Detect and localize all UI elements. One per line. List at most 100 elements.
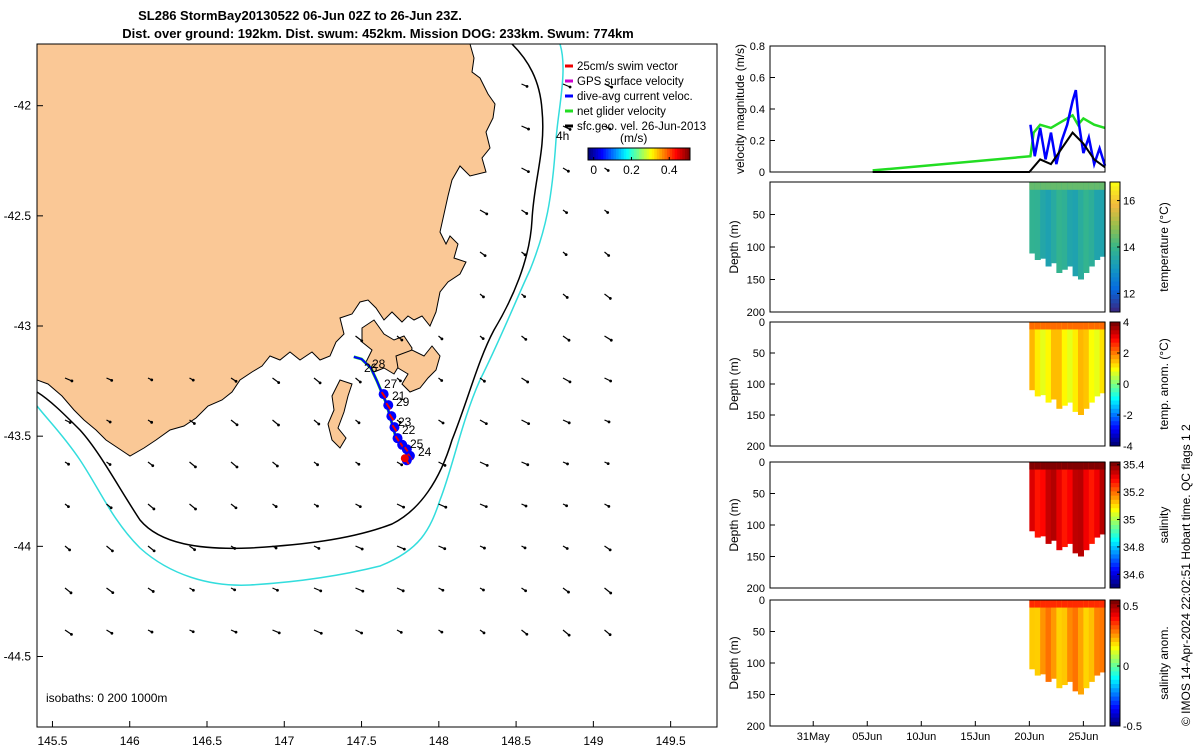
geo-velocity-arrowhead: [150, 630, 154, 634]
geo-velocity-arrowhead: [482, 295, 485, 299]
geo-velocity-arrowhead: [69, 591, 73, 595]
panel-colorbar-label: salinity: [1157, 507, 1171, 544]
panel-colorbar-cell: [1110, 322, 1120, 327]
speed-colorbar-cell: [605, 148, 609, 160]
geo-velocity-arrowhead: [440, 379, 444, 382]
figure-title-line1: SL286 StormBay20130522 06-Jun 02Z to 26-…: [138, 8, 462, 23]
profile-cell: [1099, 322, 1106, 394]
panel-colorbar-cell: [1110, 495, 1120, 501]
profile-cell: [1067, 322, 1074, 403]
panel-colorbar-tick-label: 35.2: [1123, 487, 1144, 499]
isobaths-label: isobaths: 0 200 1000m: [46, 691, 167, 705]
map-y-tick-label: -44: [14, 539, 32, 553]
geo-velocity-arrowhead: [234, 506, 238, 510]
geo-velocity-arrowhead: [440, 630, 444, 634]
panel-colorbar-cell: [1110, 384, 1120, 389]
speed-colorbar-tick-label: 0.4: [661, 163, 678, 177]
panel-colorbar-cell: [1110, 717, 1120, 723]
panel-colorbar-cell: [1110, 608, 1120, 614]
panel-colorbar-cell: [1110, 242, 1120, 248]
panel-colorbar-cell: [1110, 216, 1120, 222]
geo-velocity-arrowhead: [523, 546, 527, 550]
geo-velocity-arrowhead: [606, 462, 610, 466]
panel-colorbar-cell: [1110, 516, 1120, 522]
geo-velocity-arrowhead: [523, 295, 527, 299]
geo-velocity-arrowhead: [568, 380, 572, 384]
geo-velocity-arrowhead: [482, 588, 485, 592]
panel-colorbar-cell: [1110, 633, 1120, 639]
geo-velocity-arrowhead: [233, 588, 237, 592]
profile-cell: [1072, 322, 1079, 412]
geo-velocity-arrowhead: [360, 339, 364, 343]
profile-surface-cell: [1094, 182, 1101, 190]
geo-velocity-arrowhead: [275, 464, 279, 468]
panel-colorbar-cell: [1110, 350, 1120, 356]
panel-colorbar-cell: [1110, 396, 1120, 402]
panel-colorbar-cell: [1110, 294, 1120, 300]
panel-colorbar-tick-label: 14: [1123, 242, 1135, 254]
panel-colorbar-label: temp. anom. (°C): [1157, 338, 1171, 430]
profile-surface-cell: [1050, 462, 1057, 470]
speed-colorbar-cell: [684, 148, 688, 160]
profile-surface-cell: [1067, 322, 1074, 330]
profile-surface-cell: [1083, 182, 1090, 190]
track-end-marker: [400, 454, 409, 463]
profile-cell: [1040, 462, 1047, 537]
geo-velocity-arrowhead: [70, 379, 74, 383]
profile-surface-cell: [1072, 600, 1079, 608]
panel-frame: [769, 461, 1106, 589]
swim-vector: [380, 391, 387, 399]
geo-velocity-arrowhead: [68, 421, 72, 424]
geo-velocity-arrowhead: [110, 631, 114, 635]
panel-colorbar-cell: [1110, 571, 1120, 576]
profile-surface-cell: [1061, 182, 1068, 190]
speed-colorbar-cell: [603, 148, 607, 160]
swim-vector: [388, 413, 395, 421]
geo-velocity-arrowhead: [360, 631, 364, 635]
panel-colorbar-tick-label: 0: [1123, 379, 1129, 391]
profile-cell: [1077, 322, 1084, 415]
geo-velocity-arrowhead: [441, 588, 445, 592]
profile-surface-cell: [1050, 322, 1057, 330]
geo-velocity-arrowhead: [398, 421, 402, 424]
depth-axis-label: Depth (m): [727, 636, 741, 689]
profile-surface-cell: [1072, 462, 1079, 470]
geo-velocity-arrowhead: [277, 381, 281, 384]
panel-colorbar-cell: [1110, 705, 1120, 710]
geo-velocity-arrowhead: [357, 421, 361, 425]
panel-colorbar-cell: [1110, 303, 1120, 309]
panel-colorbar-cell: [1110, 371, 1120, 377]
profile-surface-cell: [1029, 322, 1036, 330]
geo-velocity-arrowhead: [361, 589, 365, 593]
geo-velocity-arrowhead: [277, 631, 281, 635]
swim-vector: [391, 424, 398, 432]
geo-velocity-arrowhead: [606, 211, 610, 214]
panel-colorbar-cell: [1110, 629, 1120, 635]
geo-velocity-arrowhead: [566, 169, 570, 173]
geo-velocity-arrowhead: [191, 588, 195, 592]
depth-y-tick-label: 50: [753, 210, 765, 222]
speed-colorbar-cell: [656, 148, 660, 160]
geo-velocity-arrowhead: [527, 170, 530, 174]
panel-frame: [769, 599, 1106, 727]
speed-colorbar-cell: [621, 148, 625, 160]
speed-colorbar-cell: [664, 148, 668, 160]
scale-label: 4h: [556, 129, 569, 143]
geo-velocity-arrowhead: [399, 630, 403, 634]
panel-colorbar-cell: [1110, 212, 1120, 218]
profile-cell: [1040, 182, 1047, 259]
profile-cell: [1094, 600, 1101, 676]
panel-colorbar-cell: [1110, 199, 1120, 205]
geo-velocity-arrowhead: [567, 590, 570, 594]
panel-colorbar-cell: [1110, 221, 1120, 226]
profile-cell: [1045, 462, 1052, 544]
speed-colorbar-cell: [674, 148, 678, 160]
profile-cell: [1083, 600, 1090, 689]
velocity-series-line: [1029, 89, 1107, 169]
time-x-tick-label: 10Jun: [906, 731, 936, 743]
profile-surface-cell: [1056, 462, 1063, 470]
panel-colorbar-cell: [1110, 264, 1120, 270]
speed-colorbar-cell: [633, 148, 637, 160]
panel-colorbar-cell: [1110, 234, 1120, 239]
